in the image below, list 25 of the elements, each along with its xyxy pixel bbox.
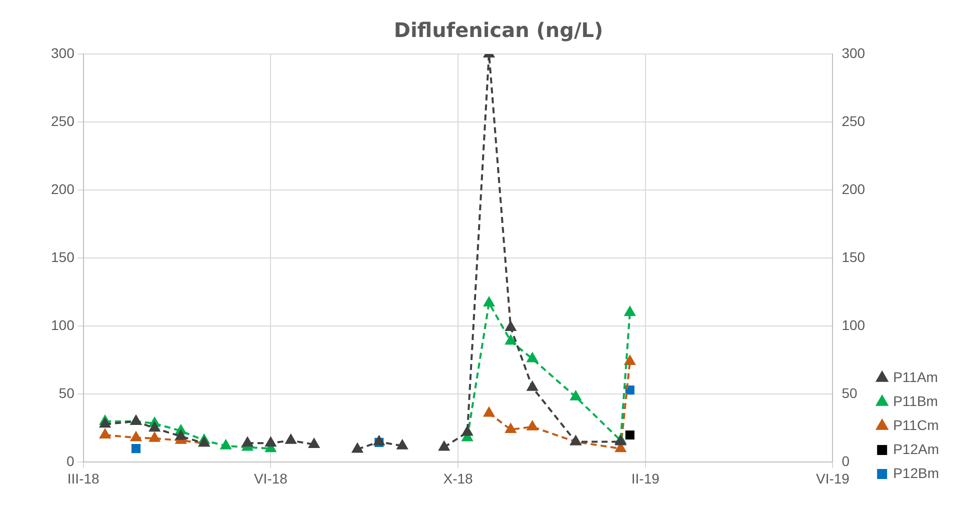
legend-label: P12Bm bbox=[893, 464, 940, 481]
legend-label: P11Cm bbox=[893, 416, 939, 433]
x-tick-label: X-18 bbox=[443, 470, 474, 486]
y2-tick-label: 150 bbox=[842, 248, 866, 265]
y-tick-label: 200 bbox=[51, 180, 75, 197]
legend-label: P12Am bbox=[893, 440, 940, 457]
y2-tick-label: 300 bbox=[842, 44, 866, 61]
legend-label: P11Am bbox=[893, 368, 938, 385]
x-tick-label: III-18 bbox=[67, 470, 100, 486]
y-tick-label: 50 bbox=[58, 385, 75, 402]
y-tick-label: 100 bbox=[51, 316, 75, 333]
y-tick-label: 150 bbox=[51, 248, 75, 265]
y2-tick-label: 200 bbox=[842, 180, 866, 197]
legend-label: P11Bm bbox=[893, 392, 938, 409]
y-tick-label: 250 bbox=[51, 112, 75, 129]
y2-tick-label: 50 bbox=[842, 385, 858, 402]
y2-tick-label: 0 bbox=[842, 453, 850, 470]
x-tick-label: VI-18 bbox=[254, 470, 288, 486]
y-tick-label: 300 bbox=[51, 44, 75, 61]
y-tick-label: 0 bbox=[66, 453, 75, 470]
y2-tick-label: 100 bbox=[842, 316, 866, 333]
chart-title: Diflufenican (ng/L) bbox=[394, 18, 604, 42]
y2-tick-label: 250 bbox=[842, 112, 866, 129]
x-tick-label: VI-19 bbox=[816, 470, 850, 486]
x-tick-label: II-19 bbox=[631, 470, 660, 486]
